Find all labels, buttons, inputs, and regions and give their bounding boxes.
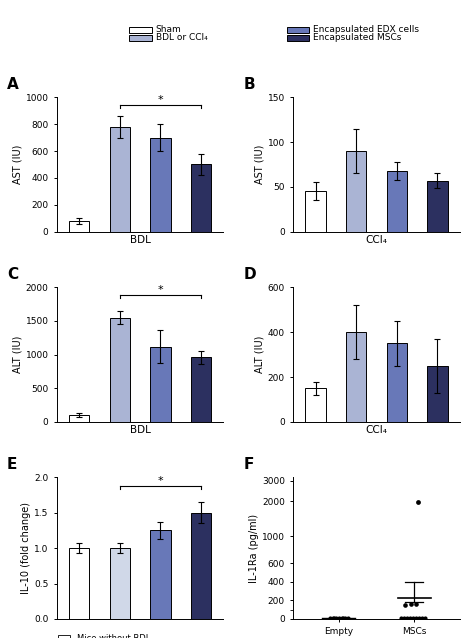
Point [415,613,423,623]
X-axis label: BDL: BDL [130,235,151,244]
Point [401,600,409,610]
Bar [191,357,211,422]
Y-axis label: AST (IU): AST (IU) [255,145,265,184]
Point [326,613,333,623]
Point [332,613,339,623]
Bar [387,343,407,422]
Point [330,613,338,623]
Bar [346,332,366,422]
Bar [191,513,211,619]
Text: E: E [7,457,18,472]
Point [339,613,347,623]
Point [407,598,414,609]
Point [421,613,429,623]
Bar [427,181,447,232]
Bar [305,389,326,422]
Bar [387,171,407,232]
X-axis label: BDL: BDL [130,425,151,434]
Bar [346,151,366,232]
Text: *: * [158,285,163,295]
Text: B: B [243,77,255,92]
Point [344,613,352,623]
Point [335,613,343,623]
Bar [109,127,130,232]
Bar [150,138,171,232]
Text: D: D [243,267,256,282]
Bar [109,318,130,422]
Point [409,613,417,623]
Text: *: * [158,475,163,486]
Point [406,613,414,623]
Text: Sham: Sham [155,26,182,34]
Text: F: F [243,457,254,472]
Bar [109,548,130,619]
Text: Encapsulated MSCs: Encapsulated MSCs [313,33,401,42]
Point [412,599,419,609]
Text: C: C [7,267,18,282]
X-axis label: CCl₄: CCl₄ [365,235,388,244]
Bar [69,415,90,422]
Text: Encapsulated EDX cells: Encapsulated EDX cells [313,26,419,34]
FancyBboxPatch shape [286,34,309,41]
Point [329,613,337,623]
Bar [69,548,90,619]
Y-axis label: ALT (IU): ALT (IU) [13,336,23,373]
Text: BDL or CCl₄: BDL or CCl₄ [155,33,207,42]
Point [414,498,422,508]
Point [397,613,404,623]
Bar [150,530,171,619]
Point [412,613,419,623]
FancyBboxPatch shape [286,27,309,33]
Point [338,613,346,623]
Text: *: * [158,95,163,105]
FancyBboxPatch shape [129,34,152,41]
Point [400,613,408,623]
Point [418,613,426,623]
Bar [150,346,171,422]
Text: A: A [7,77,18,92]
Y-axis label: IL-10 (fold change): IL-10 (fold change) [21,502,31,594]
Y-axis label: AST (IU): AST (IU) [13,145,23,184]
Y-axis label: ALT (IU): ALT (IU) [255,336,265,373]
Bar [191,165,211,232]
Point [341,613,348,623]
X-axis label: CCl₄: CCl₄ [365,425,388,434]
Legend: Mice without BDL, Empty microspheres, Encapsulated EDX cells, Encapsulated MSCs: Mice without BDL, Empty microspheres, En… [58,634,175,638]
Bar [427,366,447,422]
Point [403,613,410,623]
Bar [69,221,90,232]
Bar [305,191,326,232]
FancyBboxPatch shape [129,27,152,33]
Y-axis label: IL-1Ra (pg/ml): IL-1Ra (pg/ml) [249,514,259,582]
